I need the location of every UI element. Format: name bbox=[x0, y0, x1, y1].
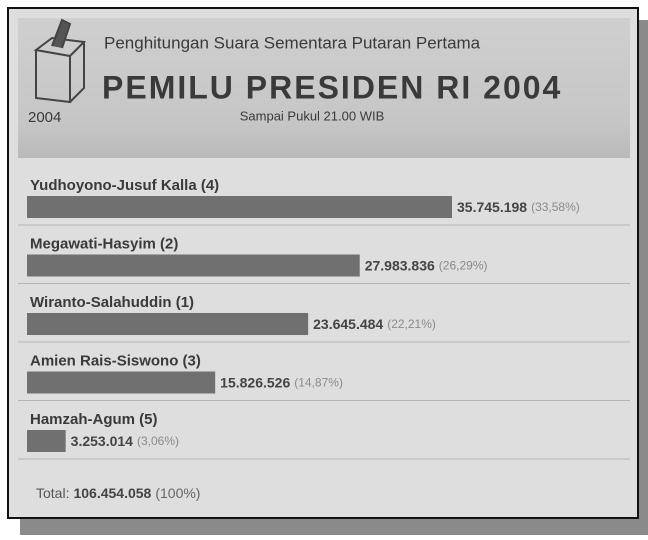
bar bbox=[27, 196, 452, 218]
category-label: Megawati-Hasyim (2) bbox=[30, 235, 178, 252]
total-label: Total: bbox=[36, 485, 69, 501]
category-label: Amien Rais-Siswono (3) bbox=[30, 352, 201, 369]
share-label: (33,58%) bbox=[531, 200, 580, 214]
value-text: 3.253.014 (3,06%) bbox=[71, 433, 179, 449]
ballot-box-icon bbox=[33, 18, 87, 104]
chart-title: PEMILU PRESIDEN RI 2004 bbox=[102, 69, 562, 105]
value-text: 27.983.836 (26,29%) bbox=[365, 257, 488, 273]
total-value: 106.454.058 bbox=[73, 485, 151, 501]
badge-year: 2004 bbox=[28, 109, 61, 126]
value-text: 23.645.484 (22,21%) bbox=[313, 316, 436, 332]
value-label: 35.745.198 bbox=[457, 199, 527, 215]
category-label: Yudhoyono-Jusuf Kalla (4) bbox=[30, 177, 219, 194]
bar bbox=[27, 313, 309, 335]
category-label: Wiranto-Salahuddin (1) bbox=[30, 294, 194, 311]
value-label: 27.983.836 bbox=[365, 257, 435, 273]
supertitle: Penghitungan Suara Sementara Putaran Per… bbox=[104, 33, 481, 52]
header-band bbox=[18, 18, 630, 158]
share-label: (14,87%) bbox=[294, 376, 343, 390]
value-label: 3.253.014 bbox=[71, 433, 133, 449]
share-label: (22,21%) bbox=[387, 317, 436, 331]
subtitle: Sampai Pukul 21.00 WIB bbox=[240, 108, 385, 123]
bar bbox=[27, 254, 360, 277]
value-text: 15.826.526 (14,87%) bbox=[220, 374, 343, 390]
value-label: 15.826.526 bbox=[220, 374, 290, 390]
total-share: (100%) bbox=[155, 485, 200, 501]
total-text: Total: 106.454.058 (100%) bbox=[36, 485, 200, 501]
share-label: (3,06%) bbox=[137, 434, 179, 448]
bar bbox=[27, 371, 216, 394]
value-text: 35.745.198 (33,58%) bbox=[457, 199, 580, 215]
value-label: 23.645.484 bbox=[313, 316, 383, 332]
category-label: Hamzah-Agum (5) bbox=[30, 411, 158, 428]
share-label: (26,29%) bbox=[439, 259, 488, 273]
bar bbox=[27, 430, 66, 452]
